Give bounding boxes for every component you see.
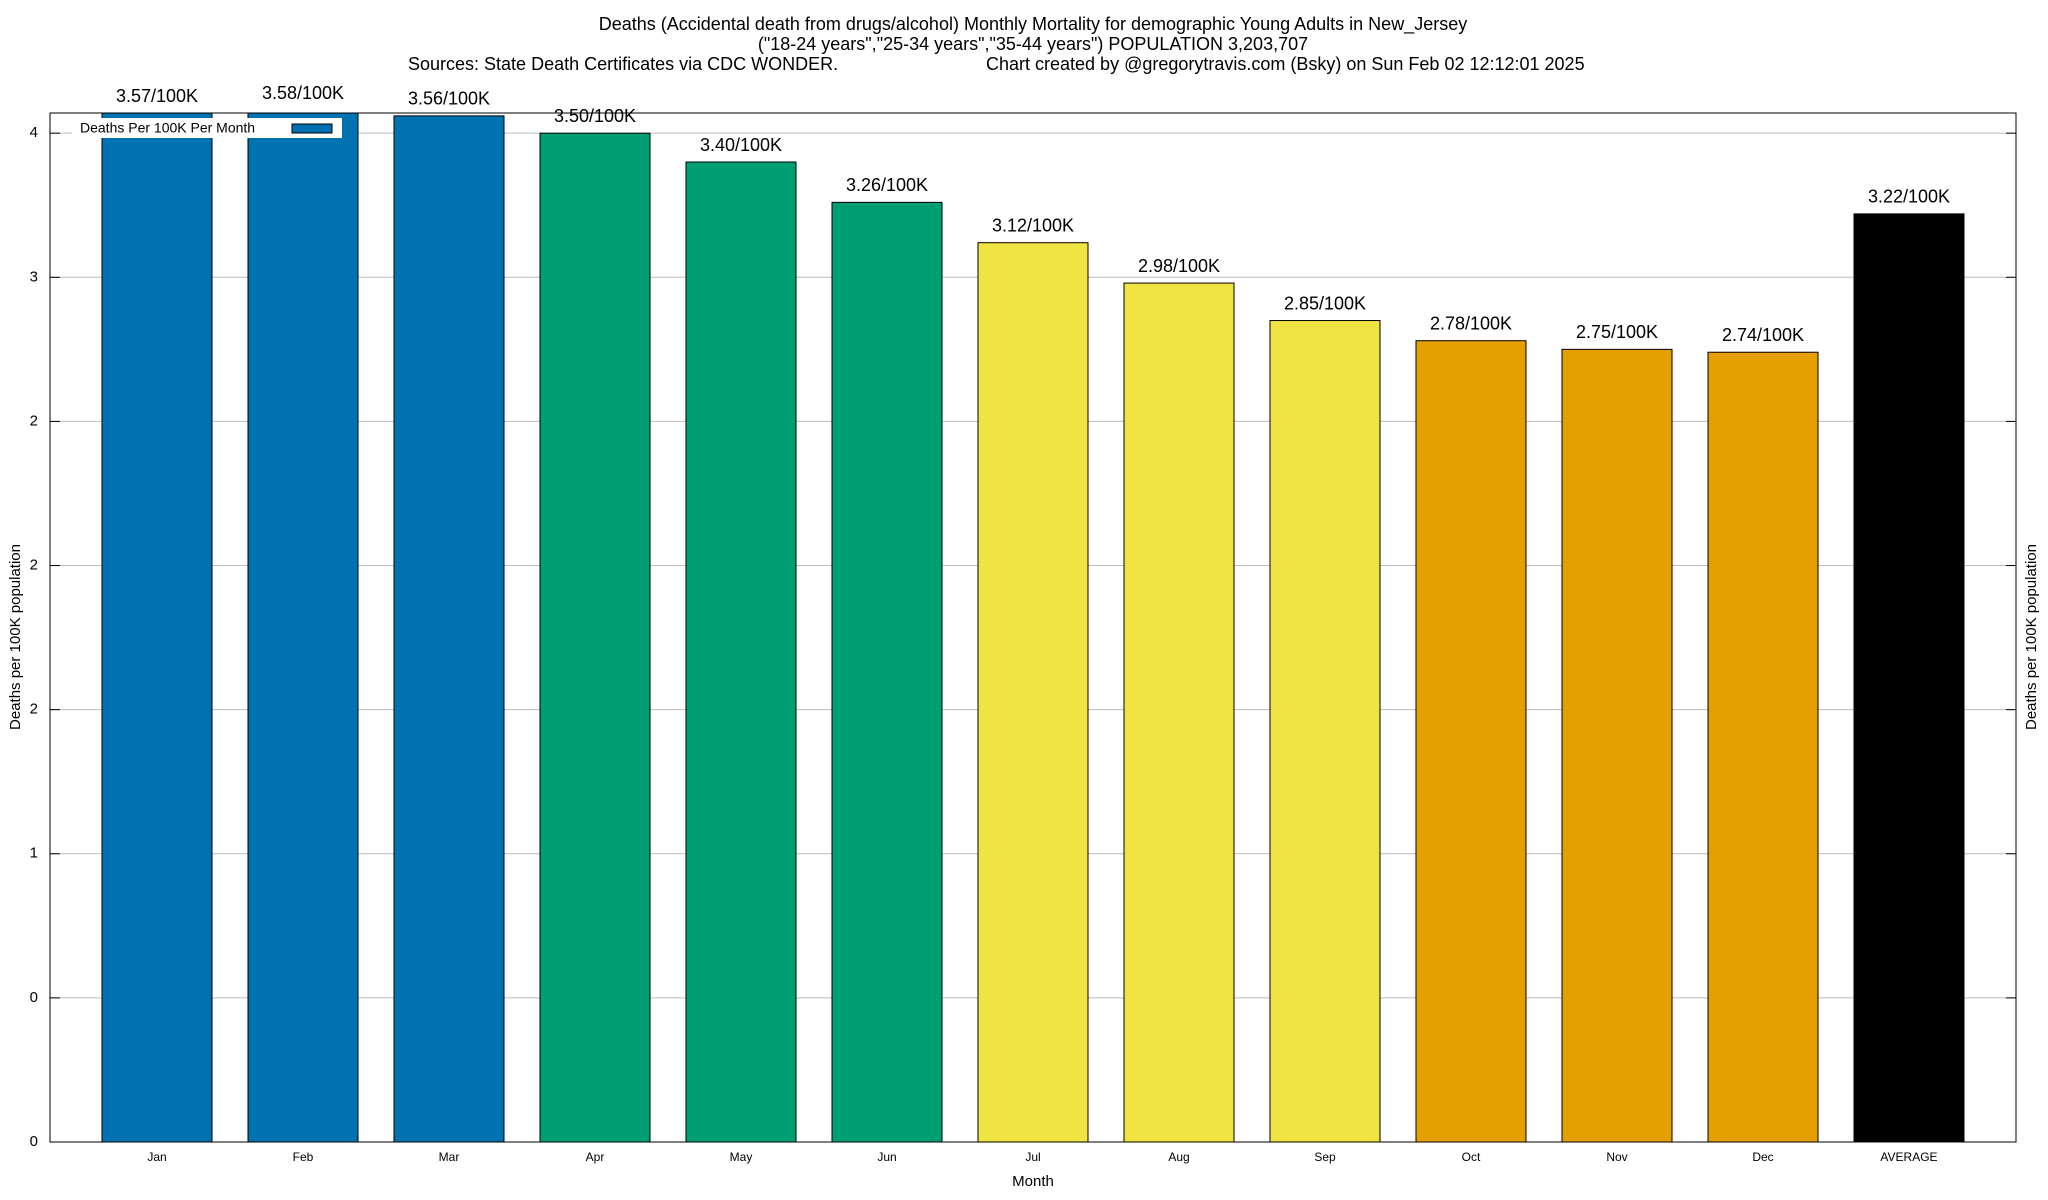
value-label: 2.78/100K [1430,313,1512,333]
x-tick-label: Sep [1314,1150,1336,1164]
legend-swatch [291,123,333,134]
x-tick-label: Apr [586,1150,605,1164]
value-label: 3.58/100K [262,83,344,103]
bar [101,113,213,1142]
bar [685,161,797,1142]
value-label: 3.40/100K [700,135,782,155]
x-tick-label: Jan [147,1150,166,1164]
x-axis-label: Month [1012,1173,1054,1190]
value-label: 2.74/100K [1722,325,1804,345]
bar [831,201,943,1142]
x-tick-label: Feb [293,1150,314,1164]
y-tick-label: 2 [30,412,38,429]
bar [1853,213,1965,1142]
value-label: 3.26/100K [846,175,928,195]
x-tick-label: Jul [1025,1150,1040,1164]
x-tick-label: AVERAGE [1880,1150,1937,1164]
value-label: 3.50/100K [554,106,636,126]
value-label: 2.98/100K [1138,256,1220,276]
bar [539,132,651,1142]
value-label: 3.22/100K [1868,187,1950,207]
plot-frame [49,112,2017,1143]
x-tick-label: Oct [1462,1150,1481,1164]
x-tick-label: Nov [1606,1150,1627,1164]
credit: Chart created by @gregorytravis.com (Bsk… [986,54,1585,74]
value-label: 3.56/100K [408,89,490,109]
x-tick-label: Mar [439,1150,460,1164]
x-tick-label: Jun [877,1150,896,1164]
x-tick-label: Aug [1168,1150,1189,1164]
y-tick-label: 4 [30,124,38,141]
value-label: 2.85/100K [1284,293,1366,313]
bar [1707,351,1819,1142]
bar [1269,320,1381,1142]
legend-box [72,118,342,138]
y-tick-label: 2 [30,701,38,718]
y-tick-label: 0 [30,989,38,1006]
bar [1415,340,1527,1142]
y-axis-label: Deaths per 100K population [7,544,24,730]
bar [1561,348,1673,1142]
bar [977,242,1089,1142]
y-tick-label: 0 [30,1133,38,1150]
overlay: 0 0 1 2 2 2 3 4 Jan Feb Mar Apr May Jun Jul Aug Sep Oct No… [30,83,2017,1164]
x-tick-label: Dec [1752,1150,1773,1164]
value-label: 3.57/100K [116,86,198,106]
x-tick-label: May [730,1150,753,1164]
y2-axis-label: Deaths per 100K population [2023,544,2040,730]
bar [393,115,505,1142]
legend-label: Deaths Per 100K Per Month [80,120,255,136]
value-label: 2.75/100K [1576,322,1658,342]
y-tick-label: 2 [30,556,38,573]
y-tick-label: 1 [30,845,38,862]
y-tick-label: 3 [30,268,38,285]
sources: Sources: State Death Certificates via CD… [408,54,838,74]
chart-title: Deaths (Accidental death from drugs/alco… [599,14,1467,35]
chart-subtitle: ("18-24 years","25-34 years","35-44 year… [758,34,1308,54]
value-label: 3.12/100K [992,215,1074,235]
bars [101,113,1965,1142]
bar [1123,282,1235,1142]
bar [247,113,359,1142]
